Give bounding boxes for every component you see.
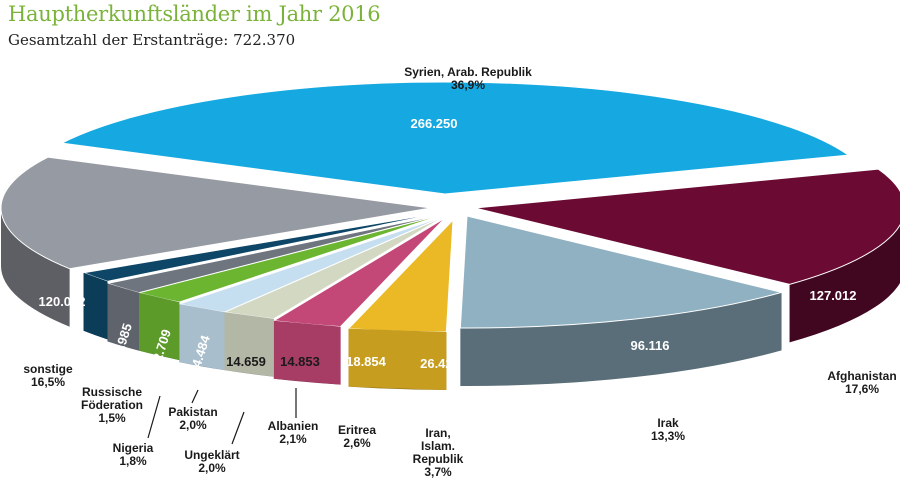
slice-category-label: Syrien, Arab. Republik 36,9% (404, 65, 532, 92)
slice-front (179, 304, 225, 371)
category-labels: Syrien, Arab. Republik 36,9% Afghanistan 17… (23, 65, 896, 479)
slice-front (273, 320, 341, 385)
pie-front-blocks (83, 272, 447, 390)
slice-category-label: Russische Föderation 1,5% (81, 385, 143, 425)
slice-category-label: Albanien 2,1% (268, 419, 319, 446)
pie-tops (0, 81, 900, 333)
slice-value-label: 127.012 (810, 288, 857, 303)
slice-category-label: Pakistan 2,0% (168, 405, 217, 432)
slice-front (138, 292, 180, 361)
slice-top (474, 168, 900, 285)
slice-category-label: Eritrea 2,6% (338, 423, 376, 450)
slice-top (459, 215, 784, 329)
slice-category-label: Afghanistan 17,6% (827, 369, 896, 396)
slice-category-label: Ungeklärt 2,0% (184, 448, 239, 475)
slice-value-label: 120.022 (39, 294, 86, 309)
slice-value-label: 266.250 (411, 116, 458, 131)
slice-side (789, 224, 900, 343)
leader-line (147, 395, 161, 439)
slice-value-label: 14.659 (226, 354, 266, 369)
slice-front (348, 328, 447, 390)
leader-line (191, 389, 199, 404)
slice-front (107, 283, 139, 351)
chart-title: Hauptherkunftsländer im Jahr 2016 (8, 2, 381, 26)
leader-line (231, 411, 245, 445)
leader-lines (147, 388, 297, 445)
slice-category-label: sonstige 16,5% (23, 362, 73, 389)
chart-subtitle: Gesamtzahl der Erstanträge: 722.370 (8, 31, 296, 49)
slice-category-label: Irak 13,3% (651, 416, 685, 443)
slice-value-label: 96.116 (630, 338, 669, 353)
slice-category-label: Nigeria 1,8% (113, 441, 154, 468)
slice-side (1, 208, 70, 327)
slice-category-label: Iran, Islam. Republik 3,7% (413, 426, 464, 479)
slice-top (60, 81, 850, 195)
slice-value-label: 18.854 (346, 354, 387, 369)
slice-side (460, 292, 782, 386)
slice-top (0, 156, 432, 270)
slice-value-label: 26.426 (420, 356, 460, 371)
slice-front (83, 272, 108, 340)
slice-front (224, 312, 274, 377)
slice-value-label: 14.853 (280, 354, 320, 369)
